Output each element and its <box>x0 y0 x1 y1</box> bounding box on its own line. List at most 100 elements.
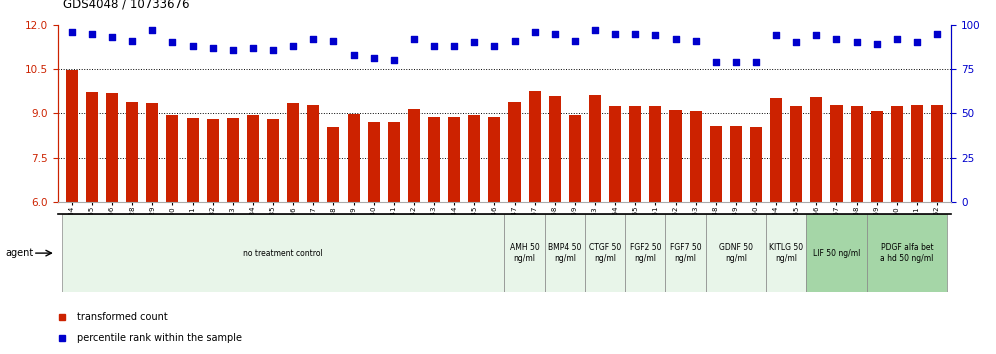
Bar <box>629 106 641 202</box>
Point <box>164 40 180 45</box>
Point <box>809 33 825 38</box>
Point <box>184 43 200 49</box>
Point <box>527 29 543 35</box>
Point <box>608 31 623 36</box>
Point <box>728 59 744 65</box>
Bar <box>569 115 581 202</box>
Point <box>567 38 583 44</box>
Point <box>285 43 301 49</box>
Point <box>708 59 724 65</box>
Point <box>647 33 663 38</box>
Bar <box>428 118 440 202</box>
Bar <box>408 109 420 202</box>
Point <box>788 40 804 45</box>
Text: no treatment control: no treatment control <box>243 249 323 258</box>
Point <box>627 31 643 36</box>
Bar <box>625 214 665 292</box>
Bar <box>387 121 399 202</box>
Bar <box>549 96 561 202</box>
Point <box>346 52 362 58</box>
Bar <box>308 105 320 202</box>
Bar <box>448 117 460 202</box>
Point <box>929 31 945 36</box>
Bar <box>227 118 239 202</box>
Point <box>687 38 703 44</box>
Bar <box>62 214 504 292</box>
Point <box>84 31 100 36</box>
Bar <box>146 103 158 202</box>
Bar <box>766 214 807 292</box>
Bar <box>247 115 259 202</box>
Bar <box>348 114 360 202</box>
Point <box>326 38 342 44</box>
Bar <box>206 119 219 202</box>
Bar <box>545 214 585 292</box>
Bar <box>488 118 500 202</box>
Bar <box>509 102 521 202</box>
Point <box>909 40 925 45</box>
Bar <box>106 93 119 202</box>
Bar <box>665 214 706 292</box>
Point <box>245 45 261 51</box>
Bar <box>186 118 198 202</box>
Bar <box>66 70 78 202</box>
Bar <box>851 106 863 202</box>
Bar <box>585 214 625 292</box>
Bar <box>689 111 701 202</box>
Text: CTGF 50
ng/ml: CTGF 50 ng/ml <box>589 244 622 263</box>
Point <box>144 27 160 33</box>
Bar <box>807 214 867 292</box>
Bar <box>267 119 279 202</box>
Text: GDNF 50
ng/ml: GDNF 50 ng/ml <box>719 244 753 263</box>
Point <box>547 31 563 36</box>
Point <box>466 40 482 45</box>
Point <box>768 33 784 38</box>
Point <box>124 38 140 44</box>
Point <box>225 47 241 52</box>
Bar <box>287 103 299 202</box>
Bar <box>706 214 766 292</box>
Bar <box>911 105 923 202</box>
Point <box>486 43 502 49</box>
Bar <box>468 115 480 202</box>
Bar <box>166 115 178 202</box>
Text: FGF2 50
ng/ml: FGF2 50 ng/ml <box>629 244 661 263</box>
Bar <box>867 214 947 292</box>
Bar <box>750 127 762 202</box>
Text: percentile rank within the sample: percentile rank within the sample <box>78 332 242 343</box>
Bar <box>790 106 803 202</box>
Text: FGF7 50
ng/ml: FGF7 50 ng/ml <box>669 244 701 263</box>
Text: BMP4 50
ng/ml: BMP4 50 ng/ml <box>548 244 582 263</box>
Bar <box>504 214 545 292</box>
Point <box>888 36 904 42</box>
Bar <box>831 105 843 202</box>
Bar <box>589 95 601 202</box>
Point <box>446 43 462 49</box>
Point <box>667 36 683 42</box>
Point <box>507 38 523 44</box>
Text: LIF 50 ng/ml: LIF 50 ng/ml <box>813 249 861 258</box>
Point <box>64 29 80 35</box>
Bar <box>730 126 742 202</box>
Point <box>849 40 865 45</box>
Point <box>587 27 603 33</box>
Bar <box>86 92 98 202</box>
Bar <box>669 110 681 202</box>
Point <box>205 45 221 51</box>
Text: GDS4048 / 10733676: GDS4048 / 10733676 <box>63 0 189 11</box>
Bar <box>126 102 138 202</box>
Point <box>406 36 422 42</box>
Bar <box>328 127 340 202</box>
Point <box>426 43 442 49</box>
Bar <box>770 98 782 202</box>
Point <box>265 47 281 52</box>
Text: agent: agent <box>5 248 33 258</box>
Point <box>306 36 322 42</box>
Point <box>869 41 884 47</box>
Point <box>366 56 381 61</box>
Bar <box>871 111 882 202</box>
Point <box>748 59 764 65</box>
Bar <box>368 121 379 202</box>
Text: transformed count: transformed count <box>78 312 168 322</box>
Bar <box>529 91 541 202</box>
